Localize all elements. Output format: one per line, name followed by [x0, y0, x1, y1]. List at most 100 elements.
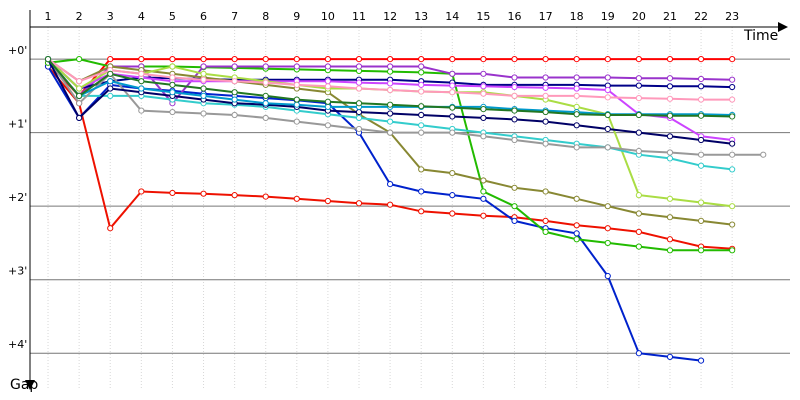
lap-point [666, 149, 674, 156]
lap-point [604, 239, 611, 247]
lap-point [604, 74, 611, 81]
lap-point [200, 85, 207, 92]
lap-point [107, 70, 114, 77]
lap-point [418, 208, 425, 215]
lap-point [511, 83, 518, 91]
lap-point [666, 247, 674, 254]
lap-point [604, 86, 611, 94]
lap-point [542, 108, 549, 116]
lap-point [355, 63, 363, 70]
lap-point [200, 110, 207, 117]
lap-point [200, 92, 207, 99]
lap-point [666, 195, 674, 202]
lap-point [449, 104, 456, 111]
lap-point [138, 56, 145, 63]
lap-point [573, 222, 580, 229]
lap-point [418, 122, 425, 129]
y-tick-label: +3' [8, 265, 27, 278]
lap-point [293, 81, 300, 88]
lap-point [511, 136, 518, 144]
x-tick-label: 5 [169, 10, 176, 23]
lap-point [635, 147, 642, 155]
x-tick-label: 10 [321, 10, 335, 23]
lap-point [729, 203, 736, 210]
lap-point [635, 75, 642, 82]
lap-point [231, 78, 238, 85]
x-tick-label: 7 [231, 10, 238, 23]
lap-point [573, 111, 580, 118]
lap-point [729, 56, 736, 63]
lap-point [635, 82, 642, 89]
lap-point [107, 225, 114, 232]
lap-point [107, 78, 114, 85]
lap-point [355, 56, 363, 63]
lap-point [697, 75, 705, 83]
lap-point [480, 106, 487, 113]
lap-point [418, 103, 425, 110]
lap-point [480, 70, 487, 77]
x-axis-title: Time [743, 28, 778, 44]
lap-point [386, 101, 394, 108]
lap-point [449, 192, 456, 199]
lap-point [169, 89, 176, 96]
y-axis-title: Gap [10, 377, 38, 393]
lap-point [697, 151, 705, 158]
y-tick-label: +0' [8, 44, 27, 57]
lap-point [697, 56, 705, 63]
lap-point [324, 56, 332, 63]
lap-point [542, 188, 549, 195]
lap-point [355, 200, 363, 207]
lap-point [418, 81, 425, 88]
x-tick-label: 12 [383, 10, 397, 23]
lap-point [386, 56, 394, 63]
lap-point [169, 108, 176, 116]
lap-point [635, 350, 642, 357]
x-tick-label: 20 [632, 10, 646, 23]
lap-point [729, 76, 736, 83]
lap-point [138, 107, 145, 114]
lap-point [635, 56, 642, 63]
x-tick-label: 16 [507, 10, 521, 23]
lap-point [293, 118, 300, 125]
lap-point [666, 56, 674, 63]
x-tick-label: 21 [663, 10, 677, 23]
lap-point [729, 96, 736, 103]
plot-layer [44, 56, 767, 364]
x-tick-label: 11 [352, 10, 366, 23]
lap-point [418, 69, 425, 76]
lap-point [480, 133, 487, 140]
x-tick-label: 17 [539, 10, 553, 23]
lap-point [635, 111, 642, 119]
lap-point [293, 195, 300, 202]
lap-point [231, 56, 238, 63]
lap-point [107, 56, 114, 63]
lap-point [604, 94, 611, 101]
lap-point [262, 114, 269, 122]
lap-point [666, 75, 674, 82]
x-tick-label: 22 [694, 10, 708, 23]
lap-point [542, 92, 549, 99]
lap-point [324, 83, 332, 90]
lap-point [573, 103, 580, 111]
lap-point [138, 78, 145, 85]
lap-point [262, 56, 269, 63]
lap-point [760, 151, 767, 158]
lap-point [729, 83, 736, 91]
lap-point [449, 56, 456, 63]
lap-point [231, 89, 238, 96]
lap-point [355, 100, 363, 107]
lap-point [573, 92, 580, 99]
lap-point [573, 236, 580, 243]
x-tick-label: 8 [262, 10, 269, 23]
lap-point [76, 56, 83, 63]
lap-point [76, 78, 83, 85]
lap-point [542, 118, 549, 125]
lap-point [604, 272, 611, 280]
lap-point [169, 189, 176, 197]
lap-point [573, 195, 580, 202]
lap-point [480, 177, 487, 184]
lap-point [666, 112, 674, 119]
lap-point [107, 92, 114, 99]
lap-point [511, 203, 518, 210]
